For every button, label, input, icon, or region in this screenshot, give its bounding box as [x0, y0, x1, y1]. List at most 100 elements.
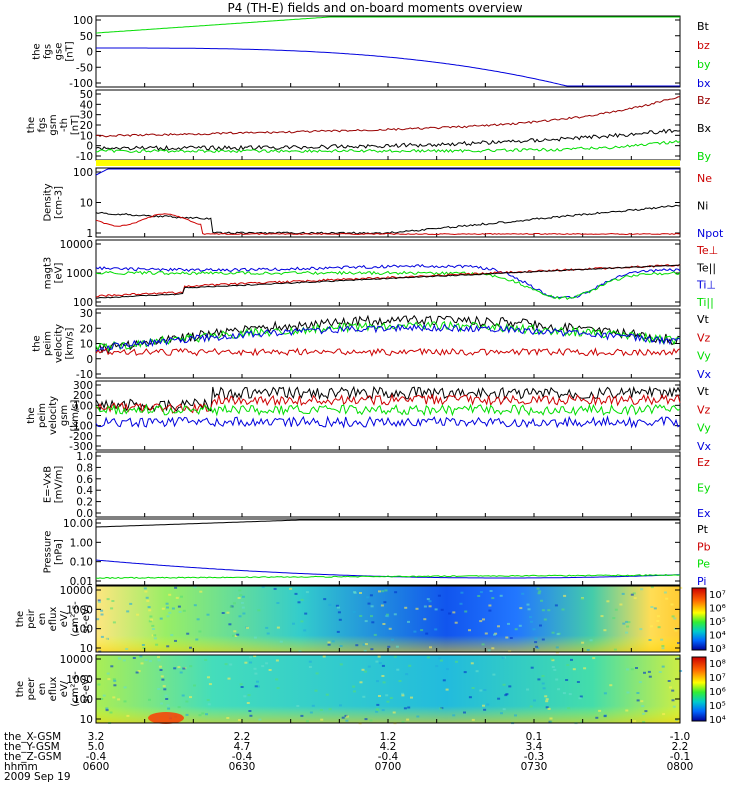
spectrogram-pixel — [294, 592, 298, 595]
spectrogram-pixel — [148, 698, 151, 701]
spectrogram-pixel — [193, 684, 196, 687]
spectrogram-pixel — [327, 641, 331, 644]
spectrogram-pixel — [177, 605, 181, 608]
spectrogram-pixel — [504, 694, 508, 697]
legend-entry: Ti|| — [696, 296, 714, 309]
spectrogram-pixel — [566, 664, 570, 666]
y-axis-label: [km/s] — [70, 399, 81, 431]
spectrogram-pixel — [381, 709, 385, 712]
spectrogram-pixel — [647, 670, 651, 673]
spectrogram-pixel — [540, 599, 543, 602]
spectrogram-pixel — [388, 627, 392, 630]
y-tick-label: 0.8 — [76, 462, 93, 474]
y-tick-label: 100 — [73, 624, 93, 636]
y-axis-label: eflux — [48, 607, 59, 632]
spectrogram-pixel — [104, 638, 108, 641]
y-tick-label: 10.00 — [63, 518, 93, 530]
spectrogram-pixel — [129, 602, 133, 605]
x-axis-row-label: hhmm — [4, 761, 38, 773]
colorbar — [691, 587, 707, 651]
spectrogram-pixel — [454, 621, 458, 624]
spectrogram-pixel — [249, 714, 253, 717]
spectrogram-pixel — [581, 641, 585, 644]
spectrogram-pixel — [477, 595, 481, 597]
spectrogram-pixel — [249, 656, 252, 659]
spectrogram-pixel — [396, 668, 400, 671]
spectrogram-pixel — [603, 715, 607, 718]
spectrogram-pixel — [345, 719, 349, 722]
y-tick-label: 0.10 — [70, 557, 93, 569]
spectrogram-pixel — [381, 675, 385, 677]
x-axis-value: 0800 — [667, 761, 694, 773]
y-tick-label: 200 — [73, 390, 93, 402]
spectrogram-pixel — [563, 594, 567, 597]
spectrogram-pixel — [679, 586, 683, 589]
spectrogram-pixel — [98, 626, 102, 629]
y-axis-label: Pressure — [43, 531, 54, 574]
spectrogram-pixel — [537, 592, 541, 595]
legend-entry: Vy — [697, 422, 711, 435]
spectrogram-pixel — [545, 698, 549, 701]
spectrogram-pixel — [168, 611, 172, 614]
series-line-ti-perp — [95, 264, 681, 299]
spectrogram-pixel — [247, 694, 251, 697]
y-axis-label: sr-eV) — [81, 604, 92, 633]
spectrogram-pixel — [353, 690, 356, 693]
spectrogram-pixel — [206, 699, 210, 702]
y-axis-label: sr-eV) — [81, 674, 92, 703]
legend-entry: Bz — [697, 94, 711, 107]
panel-frame — [95, 380, 681, 451]
series-line-bx-gsm — [95, 128, 681, 151]
y-axis-label: the — [26, 117, 37, 133]
spectrogram-pixel — [196, 618, 200, 621]
colorbar-tick-label: 10⁴ — [709, 715, 726, 726]
spectrogram-pixel — [335, 604, 339, 607]
spectrogram-pixel — [576, 681, 580, 683]
legend-entry: Ey — [697, 482, 711, 495]
spectrogram-pixel — [171, 607, 175, 610]
spectrogram-pixel — [249, 661, 253, 664]
spectrogram-pixel — [452, 714, 456, 717]
colorbar-tick-label: 10⁶ — [709, 604, 726, 615]
spectrogram-pixel — [479, 620, 483, 623]
spectrogram-pixel — [152, 628, 155, 630]
y-axis-label: -th — [59, 118, 70, 132]
spectrogram-pixel — [355, 644, 359, 647]
spectrogram-pixel — [545, 700, 549, 703]
spectrogram-pixel — [442, 679, 446, 682]
spectrogram-pixel — [300, 620, 304, 623]
legend-entry: Npot — [697, 227, 724, 240]
spectrogram-pixel — [112, 678, 116, 681]
spectrogram-pixel — [622, 622, 626, 625]
spectrogram-pixel — [105, 707, 109, 710]
spectrogram-pixel — [603, 692, 607, 695]
x-axis-value: 0.1 — [526, 731, 543, 743]
spectrogram-pixel — [257, 609, 261, 612]
y-axis-label: [km/s] — [65, 327, 76, 359]
legend-entry: By — [697, 150, 712, 163]
spectrogram-pixel — [661, 645, 665, 647]
spectrogram-pixel — [530, 620, 533, 623]
spectrogram-pixel — [580, 720, 584, 723]
series-line-vx-gsm — [95, 415, 681, 429]
spectrogram-pixel — [640, 588, 644, 591]
spectrogram-pixel — [320, 718, 324, 721]
spectrogram-pixel — [361, 668, 365, 671]
spectrogram-pixel — [239, 683, 243, 686]
spectrogram-pixel — [239, 594, 243, 597]
spectrogram-pixel — [150, 618, 154, 621]
series-line-bx — [96, 47, 680, 87]
spectrogram-pixel — [303, 629, 307, 632]
spectrogram-pixel — [256, 680, 259, 683]
spectrogram-pixel — [162, 685, 166, 688]
spectrogram-pixel — [300, 714, 304, 717]
spectrogram-pixel — [497, 697, 501, 700]
y-tick-label: 10 — [80, 198, 93, 210]
y-axis-label: magt3 — [43, 257, 54, 290]
spectrogram-pixel — [452, 611, 456, 614]
y-tick-label: 100 — [73, 15, 93, 27]
spectrogram-pixel — [541, 682, 545, 685]
spectrogram-pixel — [165, 698, 169, 700]
